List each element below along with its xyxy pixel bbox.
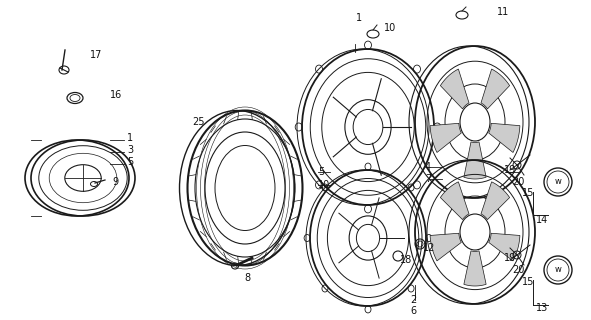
Text: 5: 5 — [127, 157, 133, 167]
Text: 19: 19 — [504, 253, 517, 263]
Text: 4: 4 — [425, 162, 431, 172]
Text: 25: 25 — [192, 117, 204, 127]
Text: 17: 17 — [90, 50, 102, 60]
Text: 1: 1 — [356, 13, 362, 23]
Text: 19: 19 — [504, 165, 517, 175]
Text: 3: 3 — [127, 145, 133, 155]
Text: 20: 20 — [512, 177, 524, 187]
Polygon shape — [489, 123, 520, 152]
Text: 8: 8 — [244, 273, 250, 283]
Text: w: w — [554, 178, 561, 187]
Text: 20: 20 — [512, 265, 524, 275]
Polygon shape — [430, 233, 462, 261]
Polygon shape — [430, 123, 462, 152]
Text: 18: 18 — [400, 255, 413, 265]
Polygon shape — [464, 251, 486, 286]
Text: 5: 5 — [318, 167, 324, 177]
Polygon shape — [481, 69, 509, 109]
Text: 10: 10 — [318, 180, 330, 190]
Text: 11: 11 — [497, 7, 509, 17]
Text: 7: 7 — [425, 174, 431, 184]
Text: 13: 13 — [536, 303, 548, 313]
Text: 12: 12 — [423, 243, 436, 253]
Text: 2: 2 — [410, 295, 416, 305]
Text: 15: 15 — [522, 277, 534, 287]
Polygon shape — [464, 142, 486, 179]
Text: 16: 16 — [110, 90, 122, 100]
Text: 6: 6 — [410, 306, 416, 316]
Text: 1: 1 — [127, 133, 133, 143]
Text: w: w — [554, 266, 561, 275]
Polygon shape — [489, 233, 520, 261]
Text: 14: 14 — [536, 215, 548, 225]
Polygon shape — [481, 182, 509, 220]
Text: 15: 15 — [522, 188, 534, 198]
Text: 9: 9 — [112, 177, 118, 187]
Polygon shape — [440, 182, 469, 220]
Polygon shape — [440, 69, 469, 109]
Text: 10: 10 — [384, 23, 396, 33]
